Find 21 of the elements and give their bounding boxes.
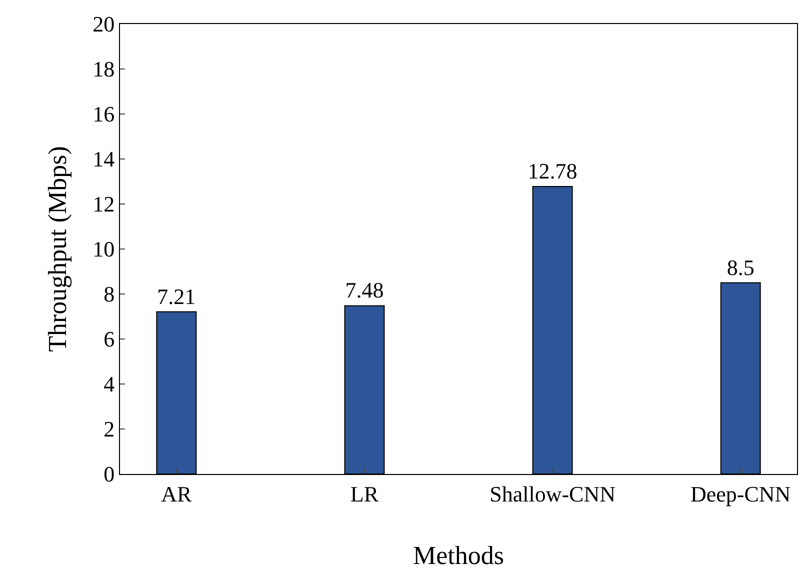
- y-tick-label: 8: [104, 282, 115, 307]
- x-tick-label: Deep-CNN: [690, 481, 791, 506]
- y-tick-label: 12: [92, 192, 115, 217]
- y-tick-label: 0: [104, 462, 115, 487]
- y-tick-label: 2: [104, 416, 115, 442]
- x-tick-label: AR: [161, 481, 192, 506]
- y-tick-label: 14: [92, 146, 115, 172]
- y-tick-label: 18: [92, 56, 115, 82]
- y-tick-label: 6: [104, 326, 115, 352]
- data-label: 8.5: [726, 254, 754, 280]
- x-tick-label: LR: [350, 481, 379, 506]
- y-tick-label: 4: [104, 372, 115, 397]
- y-tick-label: 16: [92, 102, 115, 127]
- data-label: 7.21: [157, 284, 196, 309]
- y-tick-label: 20: [92, 12, 115, 37]
- y-tick-label: 10: [92, 236, 115, 262]
- data-label: 12.78: [528, 158, 578, 184]
- data-label: 7.48: [345, 278, 384, 303]
- x-axis-title: Methods: [413, 541, 504, 570]
- x-tick-label: Shallow-CNN: [490, 481, 616, 506]
- y-axis-title: Throughput (Mbps): [43, 146, 72, 352]
